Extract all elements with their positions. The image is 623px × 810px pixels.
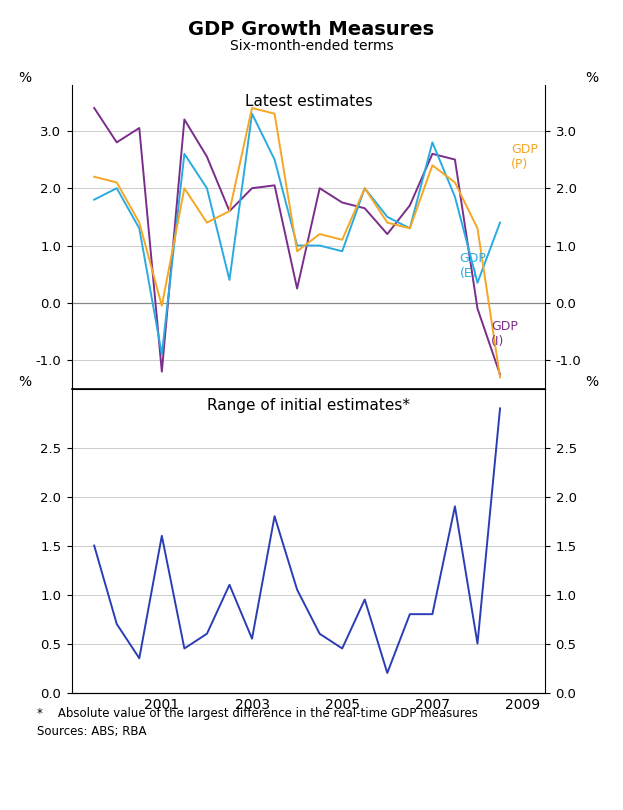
Text: Six-month-ended terms: Six-month-ended terms bbox=[230, 39, 393, 53]
Text: GDP
(E): GDP (E) bbox=[459, 252, 487, 279]
Text: %: % bbox=[18, 71, 31, 85]
Text: GDP
(P): GDP (P) bbox=[511, 143, 538, 171]
Text: GDP Growth Measures: GDP Growth Measures bbox=[188, 20, 435, 39]
Text: GDP
(I): GDP (I) bbox=[491, 320, 518, 348]
Text: %: % bbox=[586, 375, 599, 389]
Text: *    Absolute value of the largest difference in the real-time GDP measures: * Absolute value of the largest differen… bbox=[37, 707, 478, 720]
Text: %: % bbox=[18, 375, 31, 389]
Text: Range of initial estimates*: Range of initial estimates* bbox=[207, 398, 410, 413]
Text: Latest estimates: Latest estimates bbox=[244, 94, 373, 109]
Text: %: % bbox=[586, 71, 599, 85]
Text: Sources: ABS; RBA: Sources: ABS; RBA bbox=[37, 725, 147, 738]
